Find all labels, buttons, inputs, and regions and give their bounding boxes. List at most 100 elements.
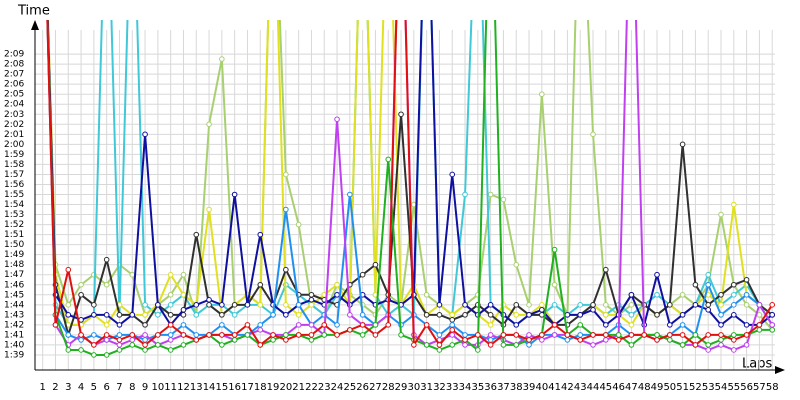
data-point [142, 347, 148, 353]
data-point [475, 332, 481, 338]
data-point [731, 312, 737, 318]
y-tick-label: 1:45 [4, 290, 24, 300]
data-point [129, 337, 136, 343]
data-point [513, 332, 520, 338]
data-point [155, 312, 161, 318]
data-point [308, 322, 315, 328]
x-tick-label: 5 [91, 382, 97, 393]
data-point [667, 302, 673, 308]
data-point [116, 312, 123, 318]
data-point [551, 332, 558, 338]
data-point [628, 342, 635, 348]
data-point [526, 342, 532, 348]
x-tick-label: 28 [382, 382, 395, 393]
data-point [308, 332, 315, 338]
data-point [731, 291, 737, 298]
data-point [295, 322, 302, 328]
data-point [628, 322, 635, 328]
data-point [654, 312, 660, 318]
data-point [667, 337, 673, 343]
data-point [219, 322, 225, 328]
x-tick-label: 8 [129, 382, 135, 393]
data-point [116, 322, 123, 328]
data-point [129, 342, 136, 348]
data-point [347, 312, 353, 318]
data-point [487, 312, 494, 318]
data-point [526, 332, 532, 338]
x-tick-label: 19 [267, 382, 280, 393]
data-point [257, 327, 264, 333]
x-tick-label: 23 [318, 382, 331, 393]
x-tick-label: 39 [523, 382, 536, 393]
data-point [78, 291, 84, 298]
data-point [155, 302, 161, 308]
y-tick-label: 1:55 [4, 190, 24, 200]
data-point [167, 332, 174, 338]
series-line [46, 20, 774, 349]
data-point [654, 332, 660, 338]
data-point [731, 347, 737, 353]
data-point [372, 322, 379, 328]
data-point [679, 332, 686, 338]
x-tick-label: 14 [203, 382, 216, 393]
data-point [487, 322, 494, 328]
data-point [334, 116, 340, 123]
x-tick-label: 31 [420, 382, 433, 393]
data-point [193, 231, 200, 238]
data-point [142, 322, 148, 328]
x-tick-label: 3 [65, 382, 71, 393]
data-point [679, 141, 686, 148]
data-point [577, 332, 584, 338]
data-point [564, 312, 571, 318]
data-point [206, 296, 212, 303]
data-point [283, 312, 289, 318]
data-point [167, 322, 174, 328]
data-point [244, 332, 251, 338]
data-point [359, 332, 366, 338]
data-point [219, 312, 225, 318]
y-tick-label: 2:07 [4, 70, 24, 80]
data-point [270, 337, 276, 343]
data-point [155, 332, 161, 338]
data-point [65, 347, 72, 353]
data-point [231, 191, 238, 198]
data-point [283, 337, 289, 343]
data-point [206, 302, 212, 308]
x-tick-label: 48 [638, 382, 651, 393]
data-point [270, 332, 276, 338]
data-point [654, 271, 660, 278]
y-tick-label: 1:39 [4, 350, 24, 360]
data-point [743, 291, 750, 298]
data-point [615, 332, 622, 338]
data-point [718, 302, 724, 308]
data-point [500, 196, 507, 203]
data-point [78, 347, 84, 353]
data-point [577, 312, 584, 318]
x-tick-label: 7 [116, 382, 122, 393]
x-tick-label: 26 [356, 382, 369, 393]
data-point [513, 261, 520, 268]
data-point [180, 342, 187, 348]
data-point [231, 312, 238, 318]
data-point [603, 337, 609, 343]
data-point [769, 322, 776, 328]
y-tick-label: 2:03 [4, 110, 24, 120]
data-point [590, 131, 596, 138]
data-point [692, 342, 699, 348]
x-tick-label: 58 [766, 382, 779, 393]
y-tick-label: 2:04 [4, 100, 24, 110]
data-point [103, 337, 110, 343]
y-tick-label: 1:57 [4, 170, 24, 180]
x-tick-label: 56 [740, 382, 753, 393]
x-tick-label: 42 [561, 382, 574, 393]
data-point [705, 332, 712, 338]
data-point [219, 56, 225, 62]
y-tick-label: 1:42 [4, 320, 24, 330]
x-tick-label: 45 [599, 382, 612, 393]
data-point [193, 312, 200, 318]
series-line [46, 20, 773, 356]
data-point [334, 281, 340, 288]
data-point [462, 332, 468, 338]
data-point [334, 291, 340, 298]
data-point [295, 312, 302, 318]
